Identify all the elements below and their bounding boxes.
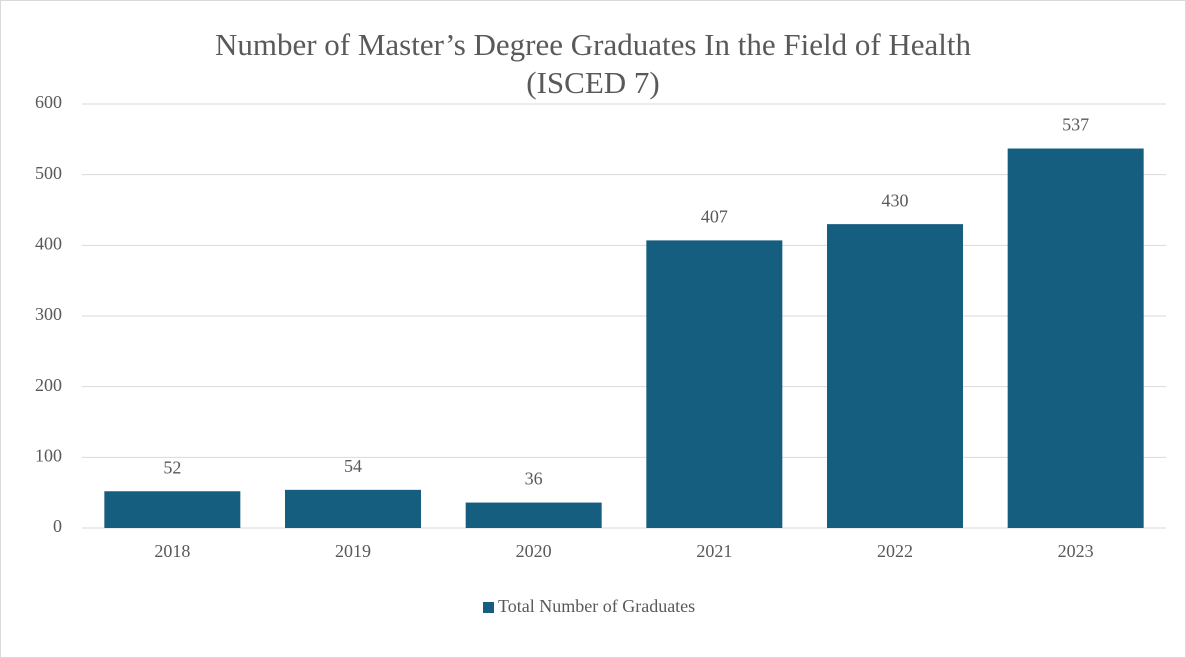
x-tick-label: 2023 <box>1058 541 1094 561</box>
data-label: 537 <box>1062 115 1089 135</box>
y-tick-label: 400 <box>35 233 62 253</box>
y-tick-label: 500 <box>35 163 62 183</box>
x-tick-label: 2018 <box>154 541 190 561</box>
bar <box>827 224 963 528</box>
x-tick-label: 2022 <box>877 541 913 561</box>
y-tick-label: 600 <box>35 92 62 112</box>
x-tick-label: 2020 <box>516 541 552 561</box>
bar <box>104 491 241 528</box>
data-label: 54 <box>344 456 362 476</box>
bar <box>646 240 783 529</box>
bar <box>285 489 421 528</box>
y-tick-label: 100 <box>35 445 62 465</box>
y-tick-label: 300 <box>35 304 62 324</box>
legend-label: Total Number of Graduates <box>498 596 695 616</box>
chart-title: (ISCED 7) <box>526 65 659 100</box>
y-tick-label: 0 <box>53 516 62 536</box>
legend-swatch <box>483 602 494 613</box>
x-tick-label: 2021 <box>696 541 732 561</box>
chart-title: Number of Master’s Degree Graduates In t… <box>215 27 972 62</box>
data-label: 52 <box>163 457 181 477</box>
x-tick-label: 2019 <box>335 541 371 561</box>
data-label: 430 <box>882 190 909 210</box>
bar <box>465 502 602 528</box>
bar <box>1007 148 1144 528</box>
data-label: 36 <box>525 469 543 489</box>
data-label: 407 <box>701 207 728 227</box>
y-tick-label: 200 <box>35 375 62 395</box>
